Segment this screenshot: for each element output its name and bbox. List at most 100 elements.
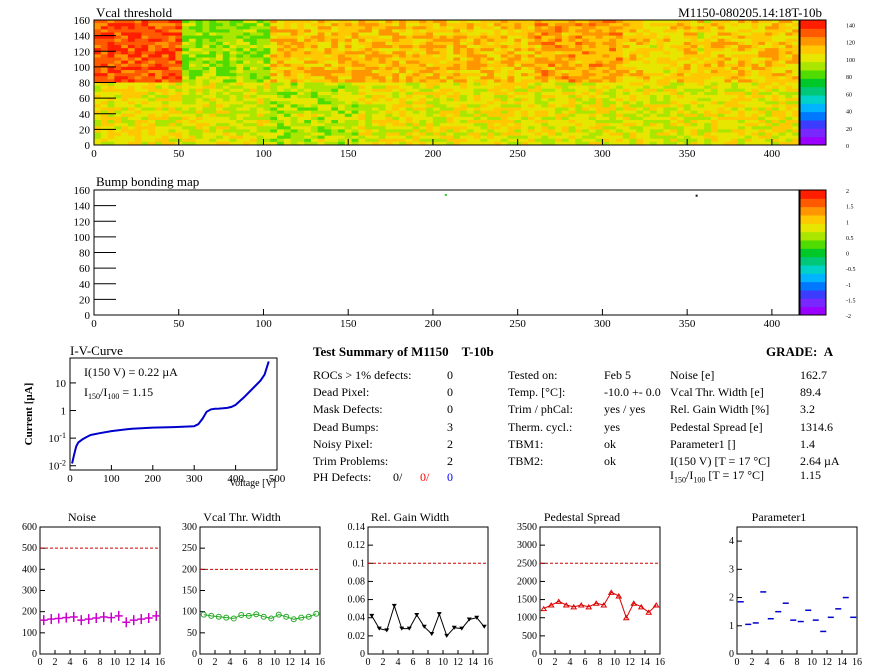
heatmap-cell xyxy=(358,70,366,74)
heatmap-cell xyxy=(690,73,698,77)
heatmap-cell xyxy=(432,126,441,130)
ratio-row-value: 1.15 xyxy=(800,468,821,482)
heatmap-cell xyxy=(588,126,597,130)
heatmap-cell xyxy=(765,54,773,58)
heatmap-cell xyxy=(229,85,237,90)
heatmap-cell xyxy=(582,85,590,90)
heatmap-cell xyxy=(127,32,136,37)
heatmap-cell xyxy=(243,126,251,130)
heatmap-cell xyxy=(609,63,617,68)
heatmap-cell xyxy=(595,113,603,118)
heatmap-cell xyxy=(229,38,237,43)
summary-mid-value: Feb 5 xyxy=(604,368,631,382)
heatmap-cell xyxy=(358,98,366,102)
heatmap-cell xyxy=(168,35,176,40)
heatmap-cell xyxy=(521,57,529,62)
heatmap-cell xyxy=(615,101,624,105)
heatmap-cell xyxy=(432,60,441,65)
heatmap-cell xyxy=(175,126,183,130)
heatmap-cell xyxy=(765,120,773,124)
heatmap-cell xyxy=(168,116,176,121)
heatmap-cell xyxy=(446,129,454,133)
heatmap-cell xyxy=(778,35,786,40)
heatmap-cell xyxy=(188,63,197,68)
heatmap-cell xyxy=(765,51,773,55)
heatmap-cell xyxy=(263,85,271,90)
heatmap-cell xyxy=(249,29,258,33)
heatmap-cell xyxy=(758,123,766,127)
heatmap-cell xyxy=(310,85,319,90)
heatmap-cell xyxy=(446,123,454,127)
heatmap-cell xyxy=(127,116,136,121)
heatmap-cell xyxy=(175,85,183,90)
heatmap-cell xyxy=(466,23,475,27)
heatmap-cell xyxy=(575,54,583,58)
heatmap-cell xyxy=(629,57,637,62)
heatmap-cell xyxy=(351,20,359,24)
heatmap-cell xyxy=(243,79,251,83)
heatmap-cell xyxy=(561,23,569,27)
heatmap-cell xyxy=(168,45,176,49)
heatmap-cell xyxy=(724,73,732,77)
heatmap-cell xyxy=(222,26,230,30)
heatmap-cell xyxy=(256,123,264,127)
heatmap-cell xyxy=(290,41,298,46)
heatmap-cell xyxy=(548,54,556,58)
heatmap-cell xyxy=(439,35,447,40)
heatmap-cell xyxy=(751,123,759,127)
heatmap-cell xyxy=(751,63,759,68)
heatmap-cell xyxy=(724,38,732,43)
heatmap-cell xyxy=(744,98,752,102)
heatmap-cell xyxy=(487,126,495,130)
heatmap-cell xyxy=(473,48,481,52)
heatmap-cell xyxy=(236,57,244,62)
heatmap-cell xyxy=(656,51,664,55)
heatmap-cell xyxy=(392,113,400,118)
heatmap-cell xyxy=(778,98,786,102)
heatmap-cell xyxy=(507,54,515,58)
heatmap-cell xyxy=(636,88,644,93)
heatmap-cell xyxy=(256,110,264,115)
heatmap-cell xyxy=(243,113,251,118)
heatmap-cell xyxy=(670,32,678,37)
heatmap-cell xyxy=(155,60,163,65)
heatmap-cell xyxy=(710,104,719,108)
heatmap-cell xyxy=(500,29,508,33)
heatmap-cell xyxy=(365,98,373,102)
heatmap-cell xyxy=(629,76,637,80)
heatmap-cell xyxy=(141,35,149,40)
heatmap-cell xyxy=(724,51,732,55)
heatmap-cell xyxy=(236,60,244,65)
heatmap-cell xyxy=(778,66,786,71)
heatmap-cell xyxy=(493,101,502,105)
heatmap-cell xyxy=(277,45,285,49)
heatmap-cell xyxy=(324,76,332,80)
heatmap-cell xyxy=(554,82,563,87)
heatmap-cell xyxy=(460,54,468,58)
heatmap-cell xyxy=(466,85,475,90)
heatmap-cell xyxy=(378,129,386,133)
heatmap-cell xyxy=(270,95,278,99)
heatmap-cell xyxy=(270,73,278,77)
heatmap-cell xyxy=(751,104,759,108)
heatmap-cell xyxy=(304,79,312,83)
heatmap-cell xyxy=(426,38,434,43)
heatmap-cell xyxy=(785,79,793,83)
heatmap-cell xyxy=(338,32,346,37)
heatmap-cell xyxy=(670,57,678,62)
heatmap-cell xyxy=(209,29,217,33)
heatmap-cell xyxy=(656,129,664,133)
heatmap-cell xyxy=(243,32,251,37)
heatmap-cell xyxy=(548,123,556,127)
heatmap-cell xyxy=(385,82,393,87)
heatmap-cell xyxy=(141,123,149,127)
heatmap-cell xyxy=(758,85,766,90)
heatmap-cell xyxy=(588,88,597,93)
heatmap-cell xyxy=(405,76,414,80)
heatmap-cell xyxy=(114,126,122,130)
heatmap-cell xyxy=(514,98,522,102)
heatmap-cell xyxy=(426,82,434,87)
heatmap-cell xyxy=(107,101,115,105)
heatmap-cell xyxy=(310,54,319,58)
summary-left-value: 2 xyxy=(447,454,453,468)
